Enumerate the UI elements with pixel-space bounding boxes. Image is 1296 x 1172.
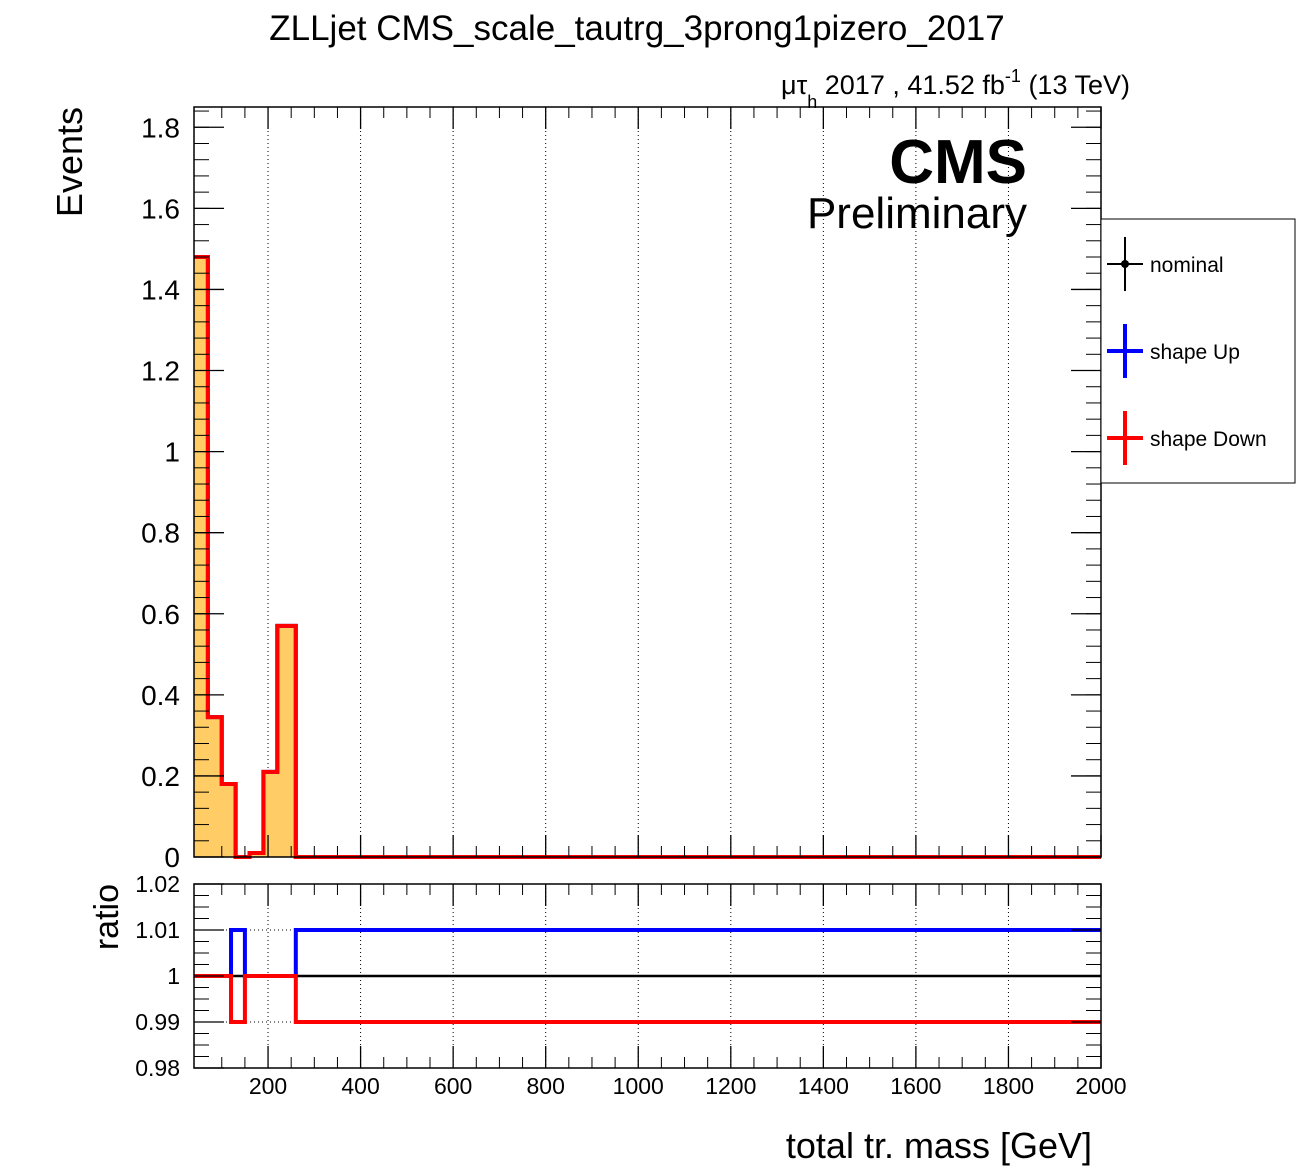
ratio-x-tick-label: 400 <box>341 1073 379 1099</box>
chart-title: ZLLjet CMS_scale_tautrg_3prong1pizero_20… <box>269 9 1004 48</box>
ratio-x-tick-label: 1400 <box>798 1073 849 1099</box>
nominal-histogram <box>194 256 1101 858</box>
ratio-ticks <box>194 883 1102 1069</box>
ratio-x-tick-label: 1800 <box>983 1073 1034 1099</box>
ratio-x-tick-label: 600 <box>434 1073 472 1099</box>
ratio-x-tick-label: 1600 <box>890 1073 941 1099</box>
main-y-tick-label: 1.6 <box>141 193 180 224</box>
ratio-lines <box>194 928 1101 1024</box>
main-y-tick-label: 0.2 <box>141 761 180 792</box>
main-y-tick-label: 1 <box>164 437 180 468</box>
ratio-y-tick-label: 1.02 <box>135 871 180 897</box>
main-y-tick-labels: 0 0.2 0.4 0.6 0.8 1 1.2 1.4 1.6 1.8 <box>141 112 180 873</box>
ratio-y-tick-label: 0.98 <box>135 1055 180 1081</box>
legend-item-shape-down: shape Down <box>1107 411 1267 465</box>
cms-label: CMS <box>889 128 1027 197</box>
subtitle-suffix: (13 TeV) <box>1021 70 1130 100</box>
ratio-x-tick-label: 2000 <box>1075 1073 1126 1099</box>
chart-subtitle: μτh 2017 , 41.52 fb-1 (13 TeV) <box>781 66 1130 112</box>
subtitle-superscript: -1 <box>1005 66 1021 86</box>
subtitle-prefix: μτ <box>781 70 808 100</box>
nominal-fill <box>194 257 1101 857</box>
legend: nominal shape Up shape Down <box>1100 218 1296 484</box>
main-y-tick-label: 0.4 <box>141 680 180 711</box>
ratio-y-tick-label: 1 <box>167 963 180 989</box>
ratio-y-axis-label: ratio <box>88 884 126 950</box>
legend-label: nominal <box>1150 254 1224 277</box>
shape-up-histogram <box>194 255 1101 859</box>
shape-down-histogram <box>194 255 1101 859</box>
shape-up-ratio-line <box>194 928 1101 978</box>
ratio-y-tick-label: 0.99 <box>135 1009 180 1035</box>
ratio-x-tick-label: 1000 <box>613 1073 664 1099</box>
ratio-y-tick-labels: 0.98 0.99 1 1.01 1.02 <box>135 871 180 1081</box>
main-ticks <box>194 107 1102 858</box>
main-y-tick-label: 1.2 <box>141 356 180 387</box>
main-grid <box>267 107 1009 857</box>
ratio-x-tick-label: 800 <box>527 1073 565 1099</box>
main-y-tick-label: 0 <box>164 842 180 873</box>
main-y-tick-label: 1.8 <box>141 112 180 143</box>
ratio-panel: 0.98 0.99 1 1.01 1.02 200 400 600 800 1000 1200 14… <box>88 871 1127 1166</box>
ratio-x-tick-label: 1200 <box>705 1073 756 1099</box>
cms-sublabel: Preliminary <box>807 189 1027 238</box>
legend-item-nominal: nominal <box>1107 237 1224 291</box>
ratio-y-tick-label: 1.01 <box>135 917 180 943</box>
main-histograms <box>194 255 1101 859</box>
main-y-tick-label: 0.8 <box>141 518 180 549</box>
legend-label: shape Up <box>1150 341 1240 364</box>
main-panel: 0 0.2 0.4 0.6 0.8 1 1.2 1.4 1.6 1.8 Events CMS Pr… <box>49 106 1102 873</box>
legend-label: shape Down <box>1150 428 1267 451</box>
main-y-tick-label: 1.4 <box>141 274 180 305</box>
legend-item-shape-up: shape Up <box>1107 324 1240 378</box>
legend-marker-dot <box>1121 260 1129 268</box>
subtitle-text: 2017 , 41.52 fb <box>817 70 1005 100</box>
shape-down-ratio-line <box>194 974 1101 1024</box>
ratio-x-tick-labels: 200 400 600 800 1000 1200 1400 1600 1800 2000 <box>249 1073 1127 1099</box>
subtitle-subscript: h <box>807 92 817 112</box>
main-y-tick-label: 0.6 <box>141 599 180 630</box>
ratio-x-tick-label: 200 <box>249 1073 287 1099</box>
x-axis-label: total tr. mass [GeV] <box>786 1125 1092 1166</box>
main-y-axis-label: Events <box>49 107 90 217</box>
